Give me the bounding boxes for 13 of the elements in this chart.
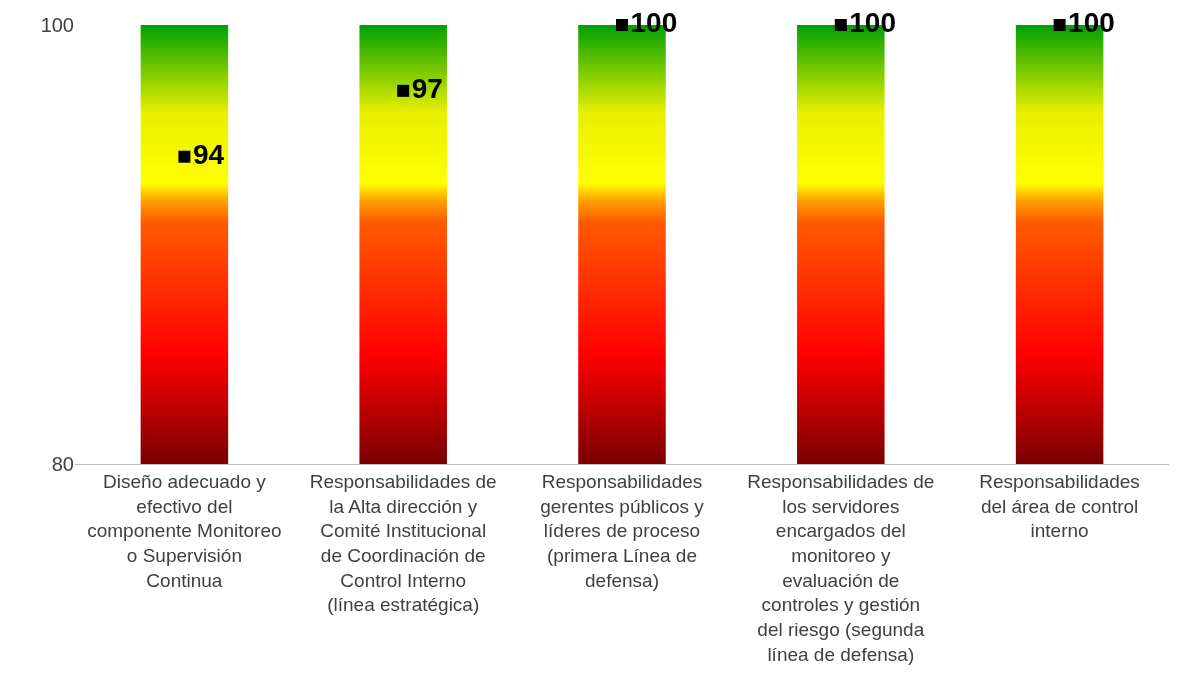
point	[1053, 19, 1066, 31]
x-tick-label: Responsabilidades gerentes públicos y líderes de proceso (primera Línea de defensa)	[540, 470, 705, 591]
x-tick-label: Diseño adecuado y efectivo del componente Monitoreo o Supervisión Continua	[87, 470, 282, 591]
x-tick-label: Responsabilidades de los servidores encargados del monitoreo y evaluación de controles y gestión del riesgo (segunda línea de defensa)	[747, 470, 935, 665]
point	[178, 150, 191, 163]
x-tick-label: Responsabilidades del área de control interno	[979, 470, 1140, 542]
y-tick-label: 80	[51, 453, 74, 475]
data-label: 97	[411, 72, 443, 104]
point	[397, 84, 410, 97]
point	[834, 19, 847, 31]
point	[616, 19, 628, 31]
data-label: 94	[192, 138, 225, 170]
x-tick-label: Responsabilidades de la Alta dirección y Comité Institucional de Coordinación de Control Interno (línea estratégica)	[309, 470, 497, 616]
